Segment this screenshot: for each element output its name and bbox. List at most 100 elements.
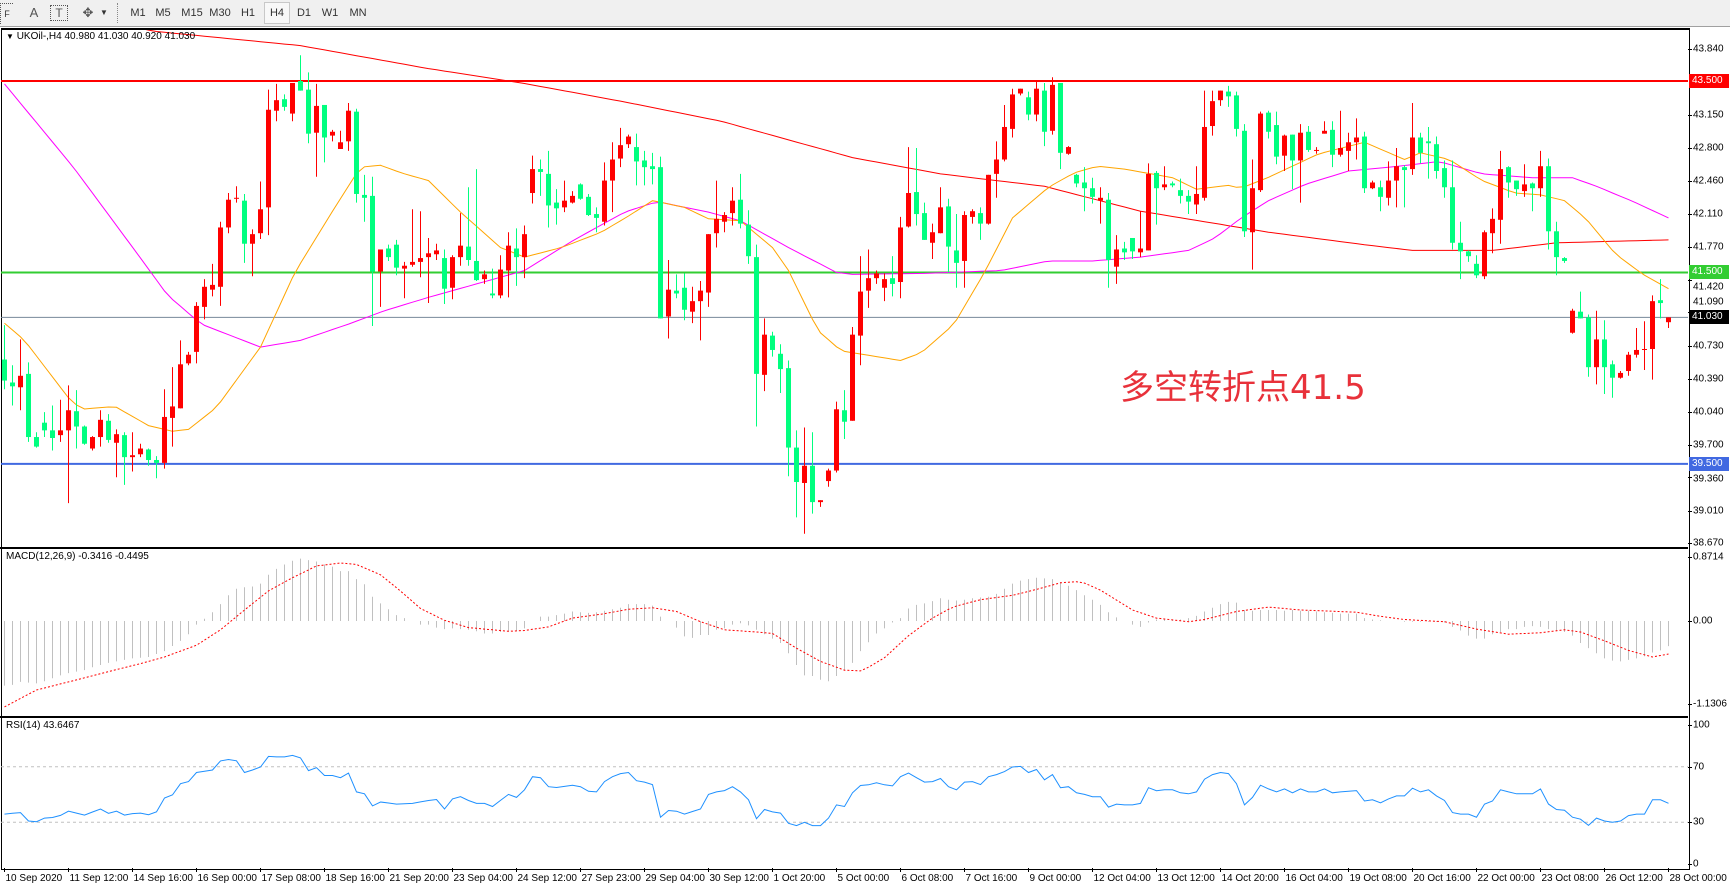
- candle-body: [210, 284, 215, 290]
- candle-body: [546, 173, 551, 206]
- candle-body: [826, 470, 831, 482]
- candle-body: [1514, 180, 1519, 190]
- candle: [386, 244, 391, 261]
- candle-body: [466, 246, 471, 260]
- annotation-text[interactable]: 多空转折点41.5: [1120, 368, 1366, 408]
- candle-body: [1554, 231, 1559, 258]
- candle-body: [1114, 249, 1119, 267]
- macd-pane[interactable]: [1, 549, 1688, 716]
- candle: [858, 256, 863, 366]
- timeframe-w1-button[interactable]: W1: [321, 7, 339, 19]
- candle: [810, 432, 815, 514]
- candle-body: [434, 250, 439, 255]
- candle: [1546, 158, 1551, 250]
- timeframe-m5-button[interactable]: M5: [155, 7, 171, 19]
- text-label-tool-button[interactable]: T: [50, 5, 68, 21]
- timeframe-h4-button[interactable]: H4: [264, 2, 290, 24]
- candle: [1482, 230, 1487, 280]
- date-label: 9 Oct 00:00: [1029, 873, 1082, 884]
- symbol-header: ▼ UKOil-,H4 40.980 41.030 40.920 41.030: [6, 31, 195, 42]
- date-tick-mark: [1667, 868, 1669, 872]
- date-label: 11 Sep 12:00: [69, 873, 129, 884]
- candle-body: [1082, 182, 1087, 189]
- candle: [1290, 134, 1295, 190]
- candle: [378, 249, 383, 307]
- date-tick-mark: [451, 868, 453, 872]
- candle-body: [114, 434, 119, 443]
- candle: [1418, 132, 1423, 164]
- date-label: 16 Oct 04:00: [1285, 873, 1343, 884]
- rsi-pane[interactable]: [1, 718, 1688, 867]
- candle: [178, 340, 183, 409]
- timeframe-m30-button[interactable]: M30: [209, 7, 231, 19]
- candle: [1362, 131, 1367, 194]
- shapes-dropdown-icon[interactable]: ▼: [100, 8, 108, 17]
- candle-body: [410, 261, 415, 265]
- candle: [1002, 104, 1007, 162]
- candle: [370, 176, 375, 327]
- candle-body: [330, 131, 335, 136]
- candle-body: [1434, 144, 1439, 171]
- candle: [82, 425, 87, 445]
- candle: [730, 187, 735, 226]
- candle-body: [1482, 232, 1487, 277]
- candle: [506, 232, 511, 298]
- candle-body: [1546, 166, 1551, 232]
- pane-divider[interactable]: [0, 716, 1688, 718]
- candle-body: [1354, 137, 1359, 143]
- candle-body: [194, 305, 199, 352]
- candle-body: [1066, 147, 1071, 154]
- pane-divider[interactable]: [0, 547, 1688, 549]
- price-tick-mark: [1688, 543, 1692, 545]
- candle: [10, 365, 15, 406]
- candle: [122, 432, 127, 485]
- collapse-triangle-icon[interactable]: ▼: [6, 32, 14, 41]
- timeframe-h1-button[interactable]: H1: [240, 7, 256, 19]
- candle-body: [746, 224, 751, 257]
- grid-icon[interactable]: F: [0, 3, 13, 24]
- candle: [834, 401, 839, 473]
- timeframe-m15-button[interactable]: M15: [181, 7, 203, 19]
- rsi-tick-label: 30: [1693, 816, 1705, 828]
- candle-body: [98, 419, 103, 438]
- candle-body: [802, 465, 807, 483]
- candle-body: [1410, 137, 1415, 170]
- timeframe-mn-button[interactable]: MN: [349, 7, 367, 19]
- candle-body: [1242, 130, 1247, 232]
- toolbar-grip[interactable]: [117, 3, 119, 23]
- candle-body: [538, 169, 543, 172]
- candle: [458, 213, 463, 266]
- candle-body: [50, 430, 55, 438]
- candle: [690, 286, 695, 324]
- price-tick-mark: [1688, 48, 1692, 50]
- candle-body: [282, 99, 287, 107]
- price-tick-mark: [1688, 280, 1692, 282]
- macd-tick-mark: [1688, 703, 1692, 705]
- candle: [1562, 257, 1567, 263]
- price-chart[interactable]: [1, 30, 1688, 547]
- chart-window[interactable]: [1, 28, 1690, 870]
- candle: [818, 500, 823, 507]
- candle-body: [1018, 88, 1023, 94]
- timeframe-d1-button[interactable]: D1: [296, 7, 312, 19]
- timeframe-m1-button[interactable]: M1: [130, 7, 146, 19]
- date-label: 1 Oct 20:00: [773, 873, 826, 884]
- candle-body: [1658, 300, 1663, 304]
- text-tool-button[interactable]: A: [29, 5, 39, 20]
- candle: [1594, 310, 1599, 385]
- date-label: 28 Oct 00:00: [1669, 873, 1727, 884]
- candle: [642, 150, 647, 186]
- date-tick-mark: [1091, 868, 1093, 872]
- candle: [482, 270, 487, 284]
- candle: [826, 468, 831, 487]
- shapes-tool-button[interactable]: ✥: [82, 5, 94, 20]
- macd-tick-label: 0.8714: [1693, 551, 1724, 563]
- candle-body: [1298, 132, 1303, 161]
- candle-body: [2, 359, 7, 381]
- candle-body: [1090, 188, 1095, 197]
- date-tick-mark: [387, 868, 389, 872]
- candle-body: [266, 109, 271, 208]
- date-tick-mark: [1347, 868, 1349, 872]
- candle: [2, 325, 7, 390]
- candle: [1610, 360, 1615, 398]
